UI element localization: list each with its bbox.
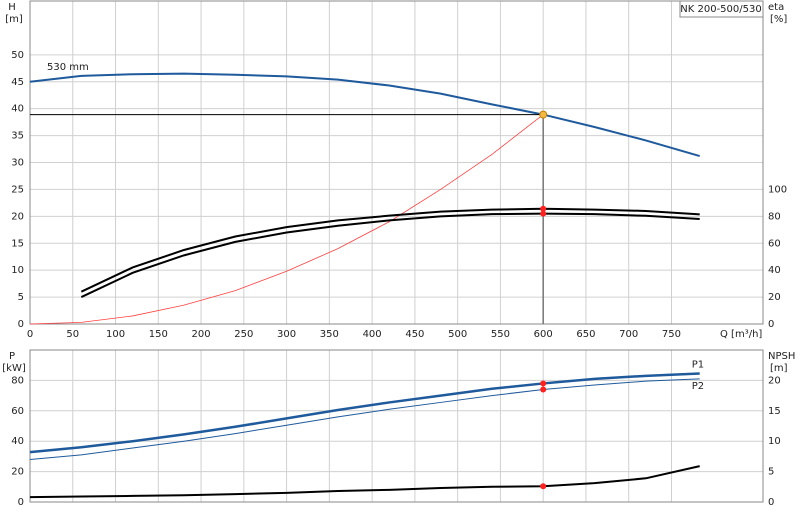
curve [80, 207, 700, 293]
legend-label: P1 [692, 360, 704, 371]
x-tick-label: 600 [534, 329, 553, 340]
x-tick-label: 700 [619, 329, 638, 340]
curve [29, 378, 700, 460]
x-tick-label: 150 [149, 329, 168, 340]
x-tick-label: 450 [405, 329, 424, 340]
x-tick-label: 350 [320, 329, 339, 340]
curve [29, 72, 700, 158]
x-tick-label: 300 [277, 329, 296, 340]
y2-tick-label: 20 [768, 292, 781, 303]
annotation: 530 mm [47, 62, 89, 73]
y-tick-label: 50 [11, 50, 24, 61]
y-axis-label: H [8, 2, 16, 13]
duty-point [540, 205, 547, 212]
y2-tick-label: 0 [768, 319, 774, 330]
curve [29, 372, 700, 454]
y-tick-label: 80 [11, 375, 24, 386]
y2-tick-label: 10 [768, 436, 781, 447]
y2-tick-label: 40 [768, 265, 781, 276]
x-tick-label: 750 [662, 329, 681, 340]
x-tick-label: 250 [234, 329, 253, 340]
x-tick-label: 200 [192, 329, 211, 340]
y2-tick-label: 0 [768, 497, 774, 508]
legend-label: P2 [692, 381, 704, 392]
y-axis-unit: [m] [5, 14, 23, 25]
y-tick-label: 25 [11, 184, 24, 195]
plot-frame [29, 349, 764, 503]
y-tick-label: 15 [11, 238, 24, 249]
y2-tick-label: 100 [768, 184, 787, 195]
y2-tick-label: 15 [768, 406, 781, 417]
x-tick-label: 50 [66, 329, 79, 340]
y-tick-label: 0 [18, 319, 24, 330]
plot-frame [29, 0, 764, 325]
chart-title: NK 200-500/530 [680, 4, 761, 15]
x-tick-label: 400 [363, 329, 382, 340]
duty-point [540, 380, 547, 387]
curve [29, 114, 544, 325]
y2-axis-unit: [%] [770, 14, 787, 25]
y-tick-label: 5 [18, 292, 24, 303]
duty-point [540, 386, 547, 393]
x-tick-label: 100 [106, 329, 125, 340]
y2-axis-label: NPSH [768, 351, 795, 362]
y-tick-label: 40 [11, 104, 24, 115]
y-axis-label: P [9, 351, 15, 362]
curve [80, 212, 700, 298]
y-tick-label: 20 [11, 211, 24, 222]
title-box [679, 0, 764, 18]
x-tick-label: 650 [576, 329, 595, 340]
x-tick-label: 500 [448, 329, 467, 340]
y2-tick-label: 60 [768, 238, 781, 249]
y-tick-label: 60 [11, 406, 24, 417]
duty-point [540, 210, 547, 217]
duty-point [540, 483, 547, 490]
x-tick-label: 0 [27, 329, 33, 340]
y-tick-label: 20 [11, 467, 24, 478]
curve [29, 465, 700, 499]
y2-tick-label: 80 [768, 211, 781, 222]
y-tick-label: 30 [11, 158, 24, 169]
y-axis-unit: [kW] [2, 363, 26, 374]
y-tick-label: 45 [11, 77, 24, 88]
y-tick-label: 35 [11, 131, 24, 142]
x-axis-label: Q [m³/h] [720, 329, 762, 340]
y-tick-label: 0 [18, 497, 24, 508]
y2-tick-label: 5 [768, 467, 774, 478]
y2-tick-label: 20 [768, 375, 781, 386]
y2-axis-label: eta [768, 2, 784, 13]
y2-axis-unit: [m] [770, 363, 788, 374]
duty-point [539, 110, 548, 119]
y-tick-label: 40 [11, 436, 24, 447]
x-tick-label: 550 [491, 329, 510, 340]
y-tick-label: 10 [11, 265, 24, 276]
